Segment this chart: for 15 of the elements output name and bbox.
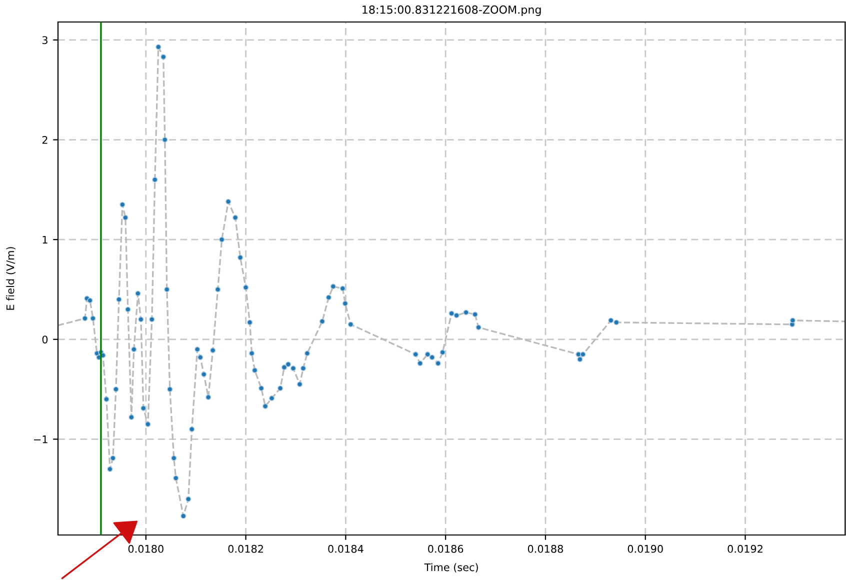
x-tick-label: 0.0182 bbox=[228, 544, 263, 553]
x-tick-label: 0.0190 bbox=[628, 544, 663, 553]
y-tick-label: 3 bbox=[42, 36, 48, 44]
chart-title: 18:15:00.831221608-ZOOM.png bbox=[362, 5, 541, 16]
x-tick-label: 0.0184 bbox=[328, 544, 364, 553]
y-tick-label: 0 bbox=[42, 336, 48, 344]
x-tick-label: 0.0188 bbox=[528, 544, 563, 553]
x-tick-label: 0.0180 bbox=[128, 544, 164, 553]
y-tick-label: 2 bbox=[42, 136, 48, 144]
y-tick-label: 1 bbox=[42, 236, 48, 244]
y-axis-title: E field (V/m) bbox=[6, 247, 16, 310]
x-axis-title: Time (sec) bbox=[424, 563, 478, 572]
y-tick-label: −1 bbox=[34, 436, 48, 444]
x-tick-label: 0.0192 bbox=[728, 544, 762, 553]
x-tick-label: 0.0186 bbox=[428, 544, 464, 553]
